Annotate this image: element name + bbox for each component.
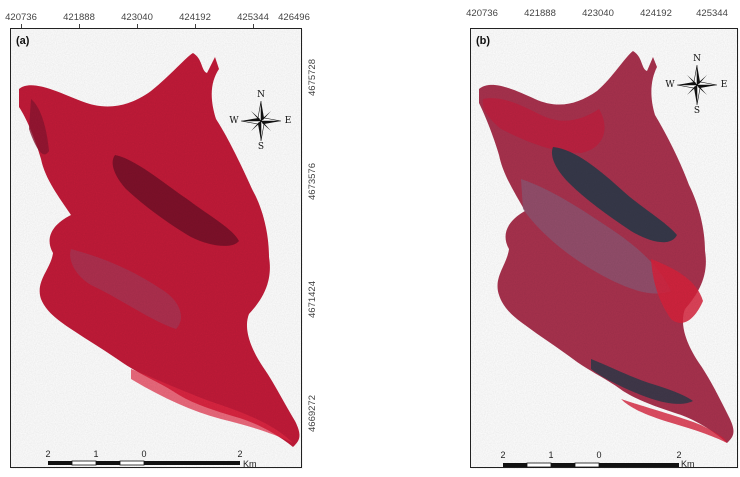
tick-mark (79, 24, 80, 29)
x-tick-b-1: 421888 (524, 8, 556, 19)
x-tick-b-3: 424192 (640, 8, 672, 19)
tick-mark (137, 24, 138, 29)
x-tick-a-3: 424192 (179, 12, 211, 23)
x-tick-a-4: 425344 (237, 12, 269, 23)
compass-e-b: E (720, 80, 728, 90)
x-tick-a-5: 426496 (278, 12, 310, 23)
grain-overlay-b (471, 29, 739, 469)
scale-label-b-0: 2 (500, 450, 506, 460)
scale-label-a-0: 2 (45, 449, 51, 459)
compass-n-b: N (693, 54, 701, 64)
map-b-svg (471, 29, 739, 469)
compass-rose-b (676, 64, 718, 106)
x-tick-a-1: 421888 (63, 12, 95, 23)
scale-bar-a (48, 460, 240, 466)
scale-unit-b: Km (681, 459, 695, 469)
x-tick-b-4: 425344 (696, 8, 728, 19)
grain-overlay-a (11, 29, 303, 469)
y-tick-a-3: 4669272 (307, 395, 318, 432)
compass-e-a: E (284, 116, 292, 126)
tick-mark (21, 24, 22, 29)
compass-w-b: W (665, 80, 675, 90)
compass-s-a: S (257, 142, 265, 152)
compass-s-b: S (693, 106, 701, 116)
x-tick-b-0: 420736 (466, 8, 498, 19)
y-tick-a-2: 4671424 (307, 281, 318, 318)
y-tick-a-1: 4673576 (307, 163, 318, 200)
scale-label-a-3: 2 (237, 449, 243, 459)
map-panel-a: (a) N S E W 2 1 0 2 Km (10, 28, 303, 469)
compass-rose-a (240, 100, 282, 142)
tick-mark (253, 24, 254, 29)
map-panel-b: (b) N S E W 2 1 0 2 Km (470, 28, 739, 469)
panel-label-a: (a) (16, 35, 30, 47)
scale-label-b-1: 1 (548, 450, 554, 460)
scale-bar-b (503, 462, 679, 468)
compass-w-a: W (229, 116, 239, 126)
scale-label-a-1: 1 (93, 449, 99, 459)
map-a-svg (11, 29, 303, 469)
y-tick-a-0: 4675728 (307, 59, 318, 96)
scale-unit-a: Km (243, 459, 257, 469)
x-tick-a-0: 420736 (5, 12, 37, 23)
scale-label-b-3: 2 (676, 450, 682, 460)
tick-mark (195, 24, 196, 29)
scale-label-b-2: 0 (596, 450, 602, 460)
x-tick-b-2: 423040 (582, 8, 614, 19)
x-tick-a-2: 423040 (121, 12, 153, 23)
compass-n-a: N (257, 90, 265, 100)
panel-label-b: (b) (476, 35, 491, 47)
scale-label-a-2: 0 (141, 449, 147, 459)
